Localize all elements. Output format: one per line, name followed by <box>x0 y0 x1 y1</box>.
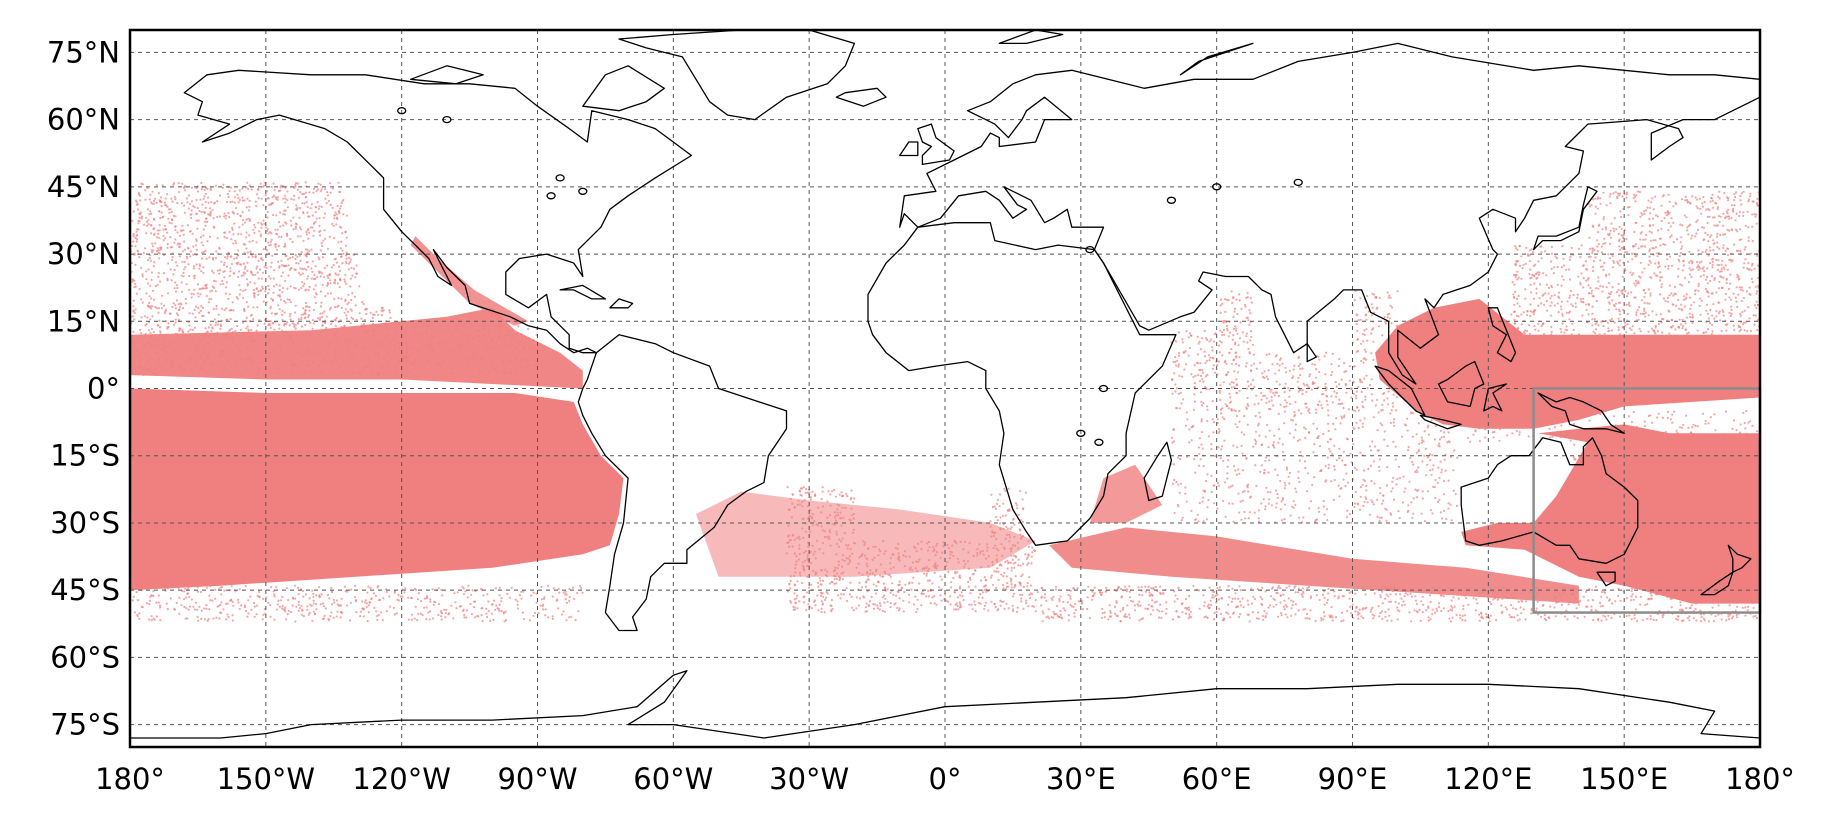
lon-tick-label: 30°E <box>1046 762 1116 796</box>
lat-tick-label: 30°S <box>50 506 120 540</box>
lon-tick-label: 90°W <box>497 762 577 796</box>
lon-tick-label: 60°W <box>633 762 713 796</box>
lon-tick-label: 150°E <box>1580 762 1668 796</box>
lon-tick-label: 0° <box>929 762 962 796</box>
lon-tick-label: 180° <box>1725 762 1795 796</box>
lat-tick-label: 60°N <box>47 103 120 137</box>
lat-tick-label: 60°S <box>50 640 120 674</box>
lon-tick-label: 180° <box>95 762 165 796</box>
lat-tick-label: 15°N <box>47 304 120 338</box>
lon-tick-label: 90°E <box>1318 762 1388 796</box>
lat-tick-label: 45°N <box>47 170 120 204</box>
lon-tick-label: 120°E <box>1444 762 1532 796</box>
lat-tick-label: 75°N <box>47 35 120 69</box>
lat-tick-label: 15°S <box>50 439 120 473</box>
lon-tick-label: 60°E <box>1182 762 1252 796</box>
lat-tick-label: 45°S <box>50 573 120 607</box>
lat-tick-label: 0° <box>87 372 120 406</box>
lon-tick-label: 150°W <box>217 762 316 796</box>
lon-tick-label: 30°W <box>769 762 849 796</box>
lon-tick-label: 120°W <box>352 762 451 796</box>
lat-tick-label: 75°S <box>50 708 120 742</box>
lat-tick-label: 30°N <box>47 237 120 271</box>
